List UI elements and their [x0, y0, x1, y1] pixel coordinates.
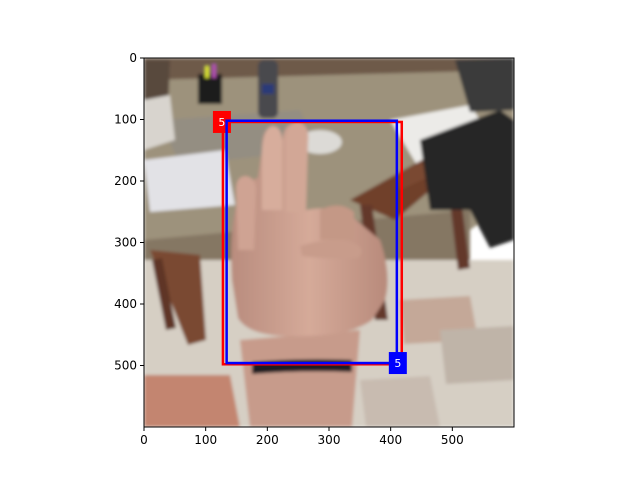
blue-label-badge: [388, 352, 407, 375]
x-axis: 0 100 200 300 400 500: [140, 427, 464, 447]
x-tick-label: 200: [256, 433, 279, 447]
y-tick-label: 400: [114, 297, 137, 311]
y-tick-label: 200: [114, 174, 137, 188]
x-tick-label: 100: [194, 433, 217, 447]
x-tick-label: 0: [140, 433, 148, 447]
photo: [144, 58, 514, 427]
blue-label-text: 5: [394, 357, 401, 370]
bounding-boxes: 55: [212, 110, 407, 375]
y-tick-label: 300: [114, 236, 137, 250]
x-tick-label: 500: [441, 433, 464, 447]
y-tick-label: 500: [114, 359, 137, 373]
blue-bounding-box: [225, 119, 399, 365]
y-tick-label: 100: [114, 113, 137, 127]
x-tick-label: 400: [379, 433, 402, 447]
red-label-text: 5: [218, 116, 225, 129]
y-tick-label: 0: [129, 51, 137, 65]
x-tick-label: 300: [318, 433, 341, 447]
y-axis: 0 100 200 300 400 500: [114, 51, 144, 373]
